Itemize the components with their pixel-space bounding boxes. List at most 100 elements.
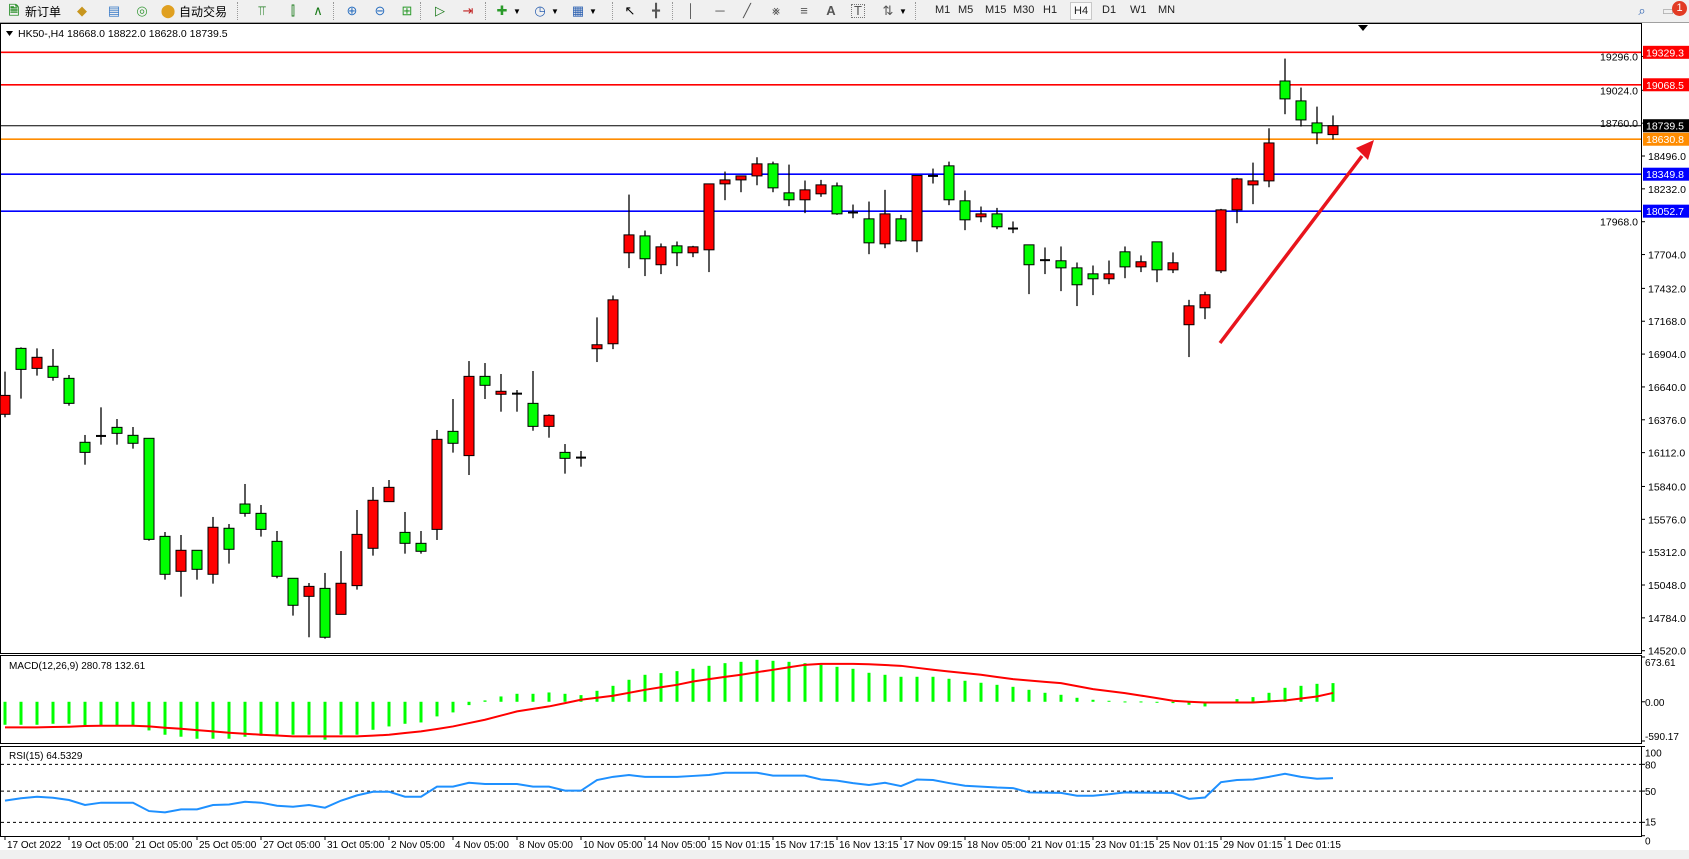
candle-body — [543, 414, 555, 427]
indicators-button[interactable]: ✚ ▼ — [494, 2, 521, 20]
price-tick-label: 18232.0 — [1648, 184, 1686, 196]
toolbar-separator — [612, 2, 615, 20]
candle-body — [431, 438, 443, 530]
periods-icon: ◷ — [534, 3, 546, 18]
candle-body — [1103, 273, 1115, 280]
macd-histogram-bar — [451, 701, 455, 713]
macd-histogram-bar — [419, 701, 423, 723]
macd-histogram-bar — [1203, 701, 1207, 707]
macd-histogram-bar — [1267, 692, 1271, 702]
tile-windows-button[interactable]: ⊞ — [399, 2, 415, 20]
fibonacci-expansion-button[interactable]: ⨳ — [768, 2, 784, 20]
candle-body — [1231, 178, 1243, 211]
time-tick-label: 4 Nov 05:00 — [455, 840, 509, 851]
autotrade-button[interactable]: ⬤ 自动交易 — [160, 2, 227, 20]
candle-body — [623, 234, 635, 254]
candle — [799, 180, 811, 214]
timeframe-h1[interactable]: H1 — [1043, 4, 1058, 16]
price-line-label: 19329.3 — [1646, 47, 1684, 59]
cursor-button[interactable]: ↖ — [622, 2, 638, 20]
candle — [79, 434, 91, 465]
candle — [111, 419, 123, 445]
time-tick-label: 31 Oct 05:00 — [327, 840, 385, 851]
chat-button[interactable]: ▭ — [1660, 2, 1676, 20]
macd-histogram-bar — [803, 663, 807, 702]
signal-button[interactable]: ◎ — [134, 2, 150, 20]
candle — [1215, 208, 1227, 274]
timeframe-m1[interactable]: M1 — [935, 4, 951, 16]
candle-body — [1055, 260, 1067, 269]
templates-button[interactable]: ▦ ▼ — [570, 2, 597, 20]
price-pane: 19296.0 19024.0 18760.0 18496.0 18232.0 17968… — [0, 23, 1689, 658]
price-tick-label: 15048.0 — [1648, 580, 1686, 592]
timeframe-m5[interactable]: M5 — [958, 4, 974, 16]
chart-shift-marker-icon[interactable] — [1358, 25, 1368, 31]
macd-pane: 673.61 0.00 -590.17 — [0, 655, 1679, 744]
timeframe-m30[interactable]: M30 — [1013, 4, 1035, 16]
candle-body — [1311, 122, 1323, 134]
zoom-in-button[interactable]: ⊕ — [344, 2, 360, 20]
price-tick-label: 19024.0 — [1600, 85, 1638, 97]
macd-histogram-bar — [483, 700, 487, 702]
candle-body — [1199, 294, 1211, 309]
candle — [1327, 115, 1339, 140]
fibonacci-retracement-button[interactable]: ≡ — [796, 2, 812, 20]
candle-body — [383, 486, 395, 503]
macd-histogram-bar — [611, 685, 615, 702]
rsi-tick-label: 50 — [1645, 787, 1657, 798]
candle-body — [1119, 251, 1131, 268]
candle — [735, 175, 747, 193]
candle-body — [735, 175, 747, 181]
candle — [383, 479, 395, 503]
candle — [895, 214, 907, 242]
crosshair-button[interactable]: ╋ — [648, 2, 664, 20]
macd-histogram-bar — [147, 701, 151, 731]
macd-histogram-bar — [915, 676, 919, 702]
new-order-button[interactable]: 🗎 新订单 — [6, 2, 61, 20]
timeframe-mn[interactable]: MN — [1158, 4, 1176, 16]
bar-chart-button[interactable]: ⫪ — [254, 2, 270, 20]
chart-folder-button[interactable]: ◆ — [74, 2, 90, 20]
candle — [1167, 252, 1179, 274]
macd-histogram-bar — [1299, 685, 1303, 702]
macd-histogram-bar — [595, 690, 599, 702]
time-tick-label: 29 Nov 01:15 — [1223, 840, 1283, 851]
timeframe-m15[interactable]: M15 — [985, 4, 1007, 16]
timeframe-w1[interactable]: W1 — [1130, 4, 1147, 16]
candle-body — [143, 437, 155, 540]
toolbar-separator — [237, 2, 240, 20]
trendline-button[interactable]: ╱ — [739, 2, 755, 20]
timeframe-d1[interactable]: D1 — [1102, 4, 1117, 16]
collapse-triangle-icon[interactable] — [6, 31, 13, 36]
candle-body — [767, 163, 779, 189]
chevron-down-icon: ▼ — [551, 6, 559, 16]
market-watch-button[interactable]: ▤ — [106, 2, 122, 20]
line-chart-button[interactable]: ∧ — [310, 2, 326, 20]
search-button[interactable]: ⌕ — [1634, 2, 1650, 20]
candle — [1199, 291, 1211, 320]
auto-scroll-button[interactable]: ▷ — [432, 2, 448, 20]
text-label-button[interactable]: T — [851, 2, 865, 20]
timeframe-h4[interactable]: H4 — [1070, 2, 1093, 20]
vertical-line-button[interactable]: │ — [683, 2, 699, 20]
candle — [879, 189, 891, 249]
candle — [31, 348, 43, 376]
macd-histogram-bar — [531, 693, 535, 702]
macd-histogram-bar — [339, 701, 343, 735]
macd-histogram-bar — [371, 701, 375, 730]
macd-histogram-bar — [403, 701, 407, 724]
text-button[interactable]: A — [823, 2, 839, 20]
horizontal-line-button[interactable]: ─ — [712, 2, 728, 20]
candlestick-button[interactable]: ⫿ — [285, 2, 301, 20]
candle — [1263, 128, 1275, 188]
chart-shift-button[interactable]: ⇥ — [460, 2, 476, 20]
arrows-button[interactable]: ⇅ ▼ — [880, 2, 907, 20]
candle — [1087, 265, 1099, 296]
zoom-out-button[interactable]: ⊖ — [372, 2, 388, 20]
periods-button[interactable]: ◷ ▼ — [532, 2, 559, 20]
macd-signal-line — [5, 662, 1334, 738]
candle-body — [399, 531, 411, 544]
price-line-label-bg — [1643, 132, 1689, 146]
chart-window[interactable]: 19296.0 19024.0 18760.0 18496.0 18232.0 17968… — [0, 23, 1689, 859]
candle-body — [1167, 262, 1179, 271]
